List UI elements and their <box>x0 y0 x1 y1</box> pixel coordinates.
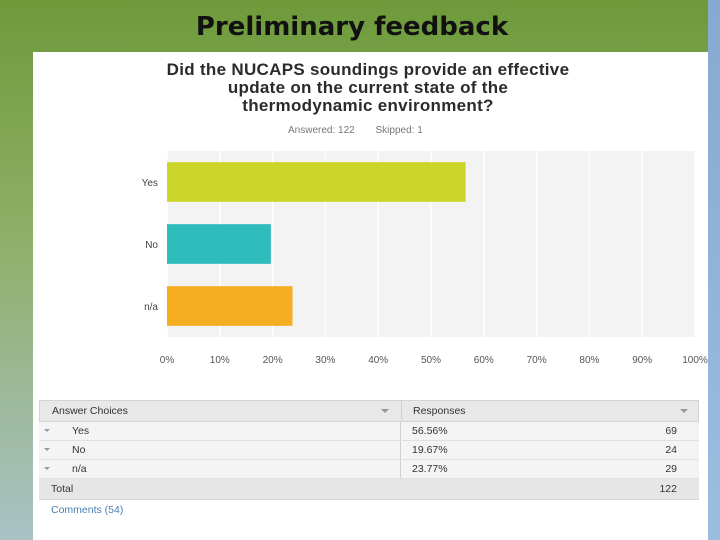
total-label: Total <box>51 483 74 495</box>
sort-choices-icon[interactable] <box>381 409 389 413</box>
header-responses: Responses <box>413 405 466 417</box>
decorative-strip <box>708 0 720 540</box>
results-table: Answer Choices Responses Yes 56.56% 69 N… <box>39 400 699 524</box>
answered-count: Answered: 122 <box>288 125 355 136</box>
row-percent: 23.77% <box>412 463 448 475</box>
row-choice: n/a <box>72 463 87 475</box>
x-tick-label: 10% <box>210 355 230 366</box>
skipped-count: Skipped: 1 <box>375 125 423 136</box>
expand-row-icon[interactable] <box>44 467 50 470</box>
category-label: No <box>145 240 158 251</box>
x-tick-label: 30% <box>315 355 335 366</box>
row-count: 69 <box>665 425 677 437</box>
row-choice: No <box>72 444 86 456</box>
row-percent: 56.56% <box>412 425 448 437</box>
comments-link[interactable]: Comments (54) <box>51 504 124 516</box>
bar-chart: 0% 10% 20% 30% 40% 50% 60% 70% 80% 90% 100% Yes No n/… <box>142 151 708 366</box>
expand-row-icon[interactable] <box>44 448 50 451</box>
slide-title: Preliminary feedback <box>195 12 509 42</box>
bar-n-a <box>167 286 293 326</box>
x-tick-label: 20% <box>263 355 283 366</box>
question-title: Did the NUCAPS soundings provide an effe… <box>166 60 570 115</box>
column-divider <box>400 422 401 440</box>
comments-row: Comments (54) <box>39 500 699 524</box>
expand-row-icon[interactable] <box>44 429 50 432</box>
row-count: 24 <box>665 444 677 456</box>
x-tick-label: 50% <box>421 355 441 366</box>
row-percent: 19.67% <box>412 444 448 456</box>
column-divider <box>400 460 401 478</box>
column-divider <box>401 401 402 421</box>
x-tick-label: 90% <box>632 355 652 366</box>
table-header: Answer Choices Responses <box>39 400 699 422</box>
category-label: Yes <box>142 178 158 189</box>
table-row[interactable]: n/a 23.77% 29 <box>39 460 699 479</box>
total-count: 122 <box>659 483 677 495</box>
sort-responses-icon[interactable] <box>680 409 688 413</box>
category-label: n/a <box>144 302 158 313</box>
x-tick-label: 60% <box>474 355 494 366</box>
row-count: 29 <box>665 463 677 475</box>
row-choice: Yes <box>72 425 90 437</box>
header-answer-choices: Answer Choices <box>52 405 128 417</box>
bar-yes <box>167 162 466 202</box>
survey-panel: Did the NUCAPS soundings provide an effe… <box>33 52 708 540</box>
table-row[interactable]: No 19.67% 24 <box>39 441 699 460</box>
table-row[interactable]: Yes 56.56% 69 <box>39 422 699 441</box>
response-meta: Answered: 122 Skipped: 1 <box>288 125 441 136</box>
x-tick-label: 70% <box>527 355 547 366</box>
column-divider <box>400 441 401 459</box>
x-tick-label: 0% <box>160 355 175 366</box>
table-total-row: Total 122 <box>39 479 699 500</box>
bar-no <box>167 224 271 264</box>
x-tick-label: 80% <box>579 355 599 366</box>
x-tick-label: 40% <box>368 355 388 366</box>
x-tick-label: 100% <box>682 355 708 366</box>
